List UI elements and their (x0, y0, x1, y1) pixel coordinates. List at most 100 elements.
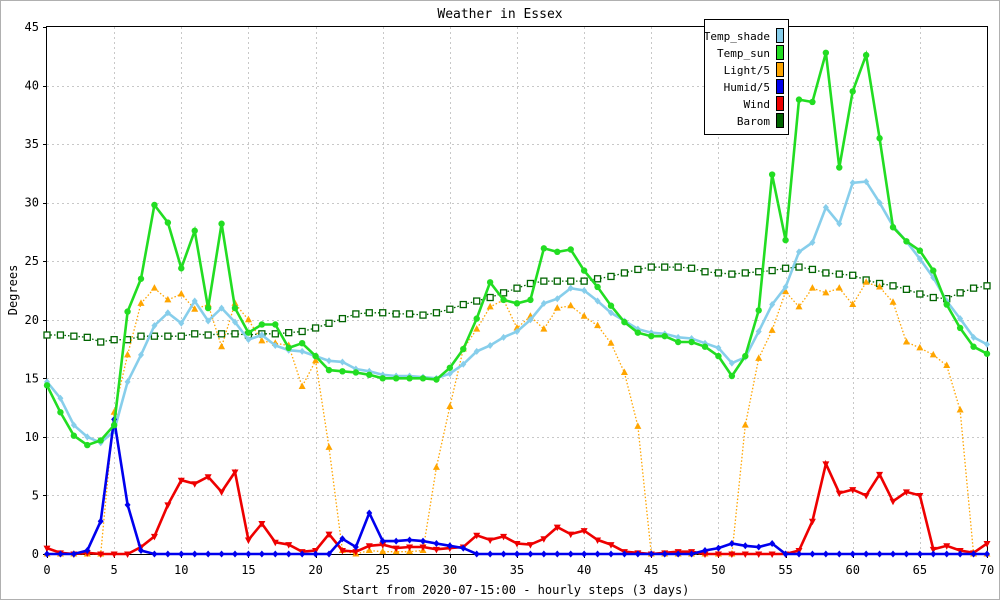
data-point-temp-sun (527, 296, 534, 304)
data-point-temp-sun (836, 164, 843, 171)
data-point-barom (379, 309, 387, 317)
data-point-humid-5 (594, 550, 601, 558)
data-point-wind (419, 544, 427, 551)
data-point-light-5 (594, 321, 602, 329)
data-point-humid-5 (57, 550, 64, 558)
data-point-humid-5 (178, 550, 185, 558)
data-point-temp-sun (204, 304, 212, 312)
data-point-humid-5 (379, 537, 386, 545)
data-point-temp-sun (513, 300, 521, 307)
data-point-temp-sun (110, 421, 118, 429)
data-point-barom (405, 310, 414, 318)
data-point-barom (929, 293, 937, 302)
data-point-barom (70, 332, 78, 340)
data-point-temp-shade (460, 360, 467, 368)
data-point-temp-shade (594, 297, 601, 305)
data-point-humid-5 (191, 550, 198, 558)
data-point-light-5 (177, 290, 185, 297)
data-point-temp-sun (970, 343, 977, 350)
data-point-wind (835, 490, 843, 498)
data-point-light-5 (150, 284, 158, 291)
data-point-temp-sun (137, 275, 145, 282)
data-point-temp-sun (486, 279, 494, 286)
y-tick-label: 10 (25, 430, 39, 444)
data-point-barom (150, 332, 159, 340)
data-point-temp-sun (607, 302, 615, 309)
data-point-humid-5 (970, 550, 977, 558)
data-point-wind (164, 502, 172, 509)
data-point-light-5 (902, 338, 910, 345)
data-point-temp-shade (970, 333, 977, 341)
data-point-temp-shade (245, 336, 252, 344)
legend-swatch-humid-5 (776, 79, 784, 94)
data-point-light-5 (553, 304, 561, 311)
data-point-temp-sun (325, 366, 333, 374)
data-point-wind (285, 542, 293, 549)
data-point-light-5 (580, 312, 588, 319)
data-point-temp-shade (487, 342, 494, 350)
data-point-barom (620, 269, 629, 277)
data-point-barom (661, 263, 669, 271)
data-point-humid-5 (930, 550, 937, 558)
data-point-light-5 (191, 305, 199, 312)
legend-label-temp-sun: Temp_sun (717, 47, 770, 60)
data-point-barom (473, 297, 481, 305)
data-point-humid-5 (326, 550, 332, 558)
data-point-humid-5 (581, 550, 588, 558)
chart-title: Weather in Essex (437, 7, 562, 22)
data-point-light-5 (755, 354, 763, 361)
data-point-temp-sun (768, 171, 776, 178)
data-point-light-5 (379, 547, 387, 555)
data-point-wind (755, 551, 763, 558)
data-point-temp-sun (809, 98, 816, 106)
data-point-temp-shade (232, 318, 238, 326)
data-point-humid-5 (890, 550, 896, 558)
data-point-light-5 (164, 295, 172, 303)
data-point-barom (969, 284, 978, 292)
data-point-temp-shade (446, 370, 453, 378)
data-point-humid-5 (728, 539, 735, 547)
data-point-humid-5 (527, 550, 534, 558)
data-point-light-5 (607, 339, 615, 346)
data-point-wind (607, 542, 615, 549)
data-point-light-5 (741, 421, 749, 428)
data-point-wind (983, 540, 991, 548)
data-point-humid-5 (406, 536, 413, 544)
data-point-barom (768, 266, 776, 275)
data-point-barom (43, 331, 51, 339)
data-point-temp-sun (580, 267, 588, 274)
data-point-barom (902, 285, 911, 293)
data-point-humid-5 (487, 550, 494, 558)
data-point-humid-5 (124, 501, 131, 509)
data-point-temp-shade (205, 317, 212, 325)
y-tick-label: 35 (25, 137, 39, 151)
data-point-light-5 (916, 343, 924, 351)
data-point-wind (473, 532, 481, 540)
data-point-light-5 (432, 463, 440, 470)
data-point-humid-5 (540, 550, 547, 558)
data-point-temp-sun (124, 308, 131, 315)
data-point-wind (352, 549, 360, 556)
data-point-temp-sun (688, 338, 695, 346)
data-point-light-5 (849, 300, 857, 308)
data-point-wind (526, 542, 534, 549)
data-point-temp-shade (916, 255, 923, 263)
data-point-wind (365, 543, 373, 550)
data-point-temp-sun (956, 324, 964, 332)
data-point-humid-5 (742, 542, 749, 550)
x-tick-label: 25 (375, 563, 389, 577)
data-point-barom (607, 272, 615, 281)
data-point-light-5 (768, 326, 776, 333)
data-point-temp-sun (191, 227, 198, 234)
data-point-light-5 (312, 356, 320, 364)
data-point-barom (808, 265, 817, 274)
data-point-humid-5 (661, 550, 668, 558)
data-point-light-5 (540, 325, 548, 332)
data-point-wind (392, 545, 400, 553)
data-point-humid-5 (755, 543, 762, 551)
data-point-humid-5 (702, 546, 708, 554)
data-point-humid-5 (916, 550, 923, 558)
data-point-humid-5 (151, 550, 158, 558)
data-point-temp-sun (446, 364, 454, 371)
x-tick-label: 30 (443, 563, 457, 577)
